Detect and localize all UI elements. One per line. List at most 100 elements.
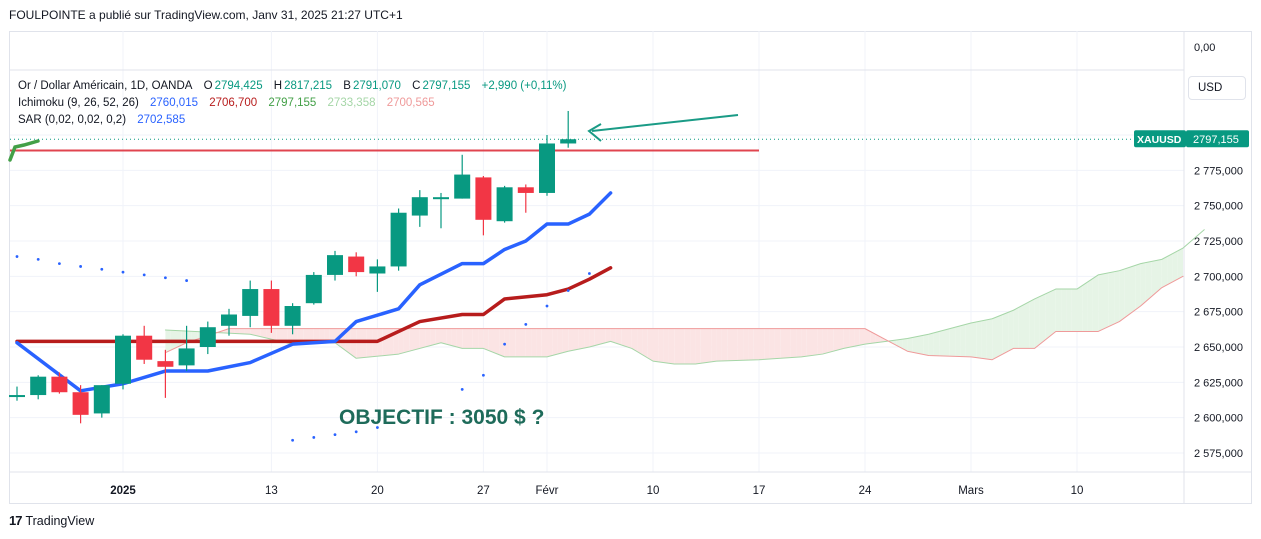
cloud-segment bbox=[419, 328, 426, 349]
candle-body bbox=[263, 289, 280, 326]
candles bbox=[9, 110, 577, 424]
chart-frame[interactable] bbox=[9, 31, 1252, 504]
cloud-segment bbox=[573, 328, 579, 351]
price-tick-label: 2 700,000 bbox=[1194, 271, 1243, 283]
candle-body bbox=[517, 187, 534, 193]
sar-dot bbox=[164, 276, 167, 280]
legend-b-label: B bbox=[343, 80, 351, 92]
sar-dot bbox=[588, 272, 591, 275]
cloud-segment bbox=[1055, 289, 1062, 332]
cloud-segment bbox=[472, 328, 479, 349]
candle-body bbox=[157, 361, 174, 367]
time-tick-label: Mars bbox=[958, 485, 984, 497]
cloud-segment bbox=[1024, 301, 1030, 349]
cloud-segment bbox=[833, 328, 839, 352]
cloud-segment bbox=[244, 328, 251, 335]
cloud-segment bbox=[483, 328, 489, 351]
cloud-segment bbox=[774, 328, 781, 359]
cloud-segment bbox=[621, 328, 627, 347]
cloud-segment bbox=[350, 328, 357, 359]
cloud-segment bbox=[907, 337, 913, 353]
cloud-segment bbox=[1050, 289, 1056, 336]
cloud-segment bbox=[785, 328, 791, 358]
cloud-segment bbox=[446, 328, 452, 346]
price-tick-label: 2 650,000 bbox=[1194, 342, 1243, 354]
cloud-segment bbox=[976, 320, 982, 359]
cloud-segment bbox=[1140, 262, 1146, 307]
price-tag-label: 2797,155 bbox=[1193, 134, 1239, 146]
candle-body bbox=[348, 256, 365, 273]
cloud-segment bbox=[324, 328, 330, 344]
cloud-segment bbox=[329, 328, 335, 343]
time-tick-label: 20 bbox=[371, 485, 384, 497]
cloud-segment bbox=[870, 331, 876, 344]
cloud-segment bbox=[971, 321, 977, 358]
legend-sar: SAR (0,02, 0,02, 0,2) 2702,585 bbox=[18, 112, 187, 128]
legend-kijun-value: 2706,700 bbox=[209, 97, 258, 109]
price-tag-box bbox=[1186, 130, 1249, 148]
sar-dot bbox=[354, 430, 358, 434]
cloud-segment bbox=[1066, 289, 1072, 332]
cloud-segment bbox=[711, 328, 717, 362]
time-tick-label: Févr bbox=[536, 485, 559, 497]
cloud-segment bbox=[594, 328, 600, 346]
legend-h-label: H bbox=[273, 80, 283, 92]
sar-dot bbox=[291, 438, 294, 442]
price-tick-label: 2 675,000 bbox=[1194, 307, 1243, 319]
cloud-segment bbox=[191, 331, 198, 341]
cloud-segment bbox=[1156, 259, 1162, 293]
cloud-segment bbox=[647, 328, 653, 362]
cloud-segment bbox=[679, 328, 685, 364]
time-tick-label: 17 bbox=[753, 485, 766, 497]
cloud-segment bbox=[631, 328, 638, 352]
arrow-icon bbox=[591, 114, 739, 132]
chikou-span-line bbox=[8, 139, 40, 162]
cloud-segment bbox=[562, 328, 569, 353]
cloud-segment bbox=[827, 328, 834, 353]
cloud-segment bbox=[1124, 267, 1130, 318]
senkou-span-b-line bbox=[164, 275, 1184, 361]
cloud-segment bbox=[668, 328, 675, 364]
cloud-segment bbox=[509, 328, 516, 357]
time-tick-label: 10 bbox=[1071, 485, 1084, 497]
candle-body bbox=[284, 306, 301, 326]
legend-c-label: C bbox=[412, 80, 421, 92]
cloud-segment bbox=[721, 328, 728, 361]
cloud-segment bbox=[1108, 271, 1115, 327]
tradingview-logo-icon: 17 bbox=[9, 513, 23, 528]
cloud-segment bbox=[753, 328, 759, 360]
cloud-segment bbox=[1145, 261, 1152, 302]
cloud-segment bbox=[1161, 256, 1168, 288]
time-tick-label: 10 bbox=[647, 485, 660, 497]
candle-body bbox=[9, 395, 25, 398]
symbol-tag-label: XAUUSD bbox=[1137, 134, 1182, 146]
cloud-segment bbox=[806, 328, 812, 357]
price-tick-label: 2 600,000 bbox=[1194, 413, 1243, 425]
grid bbox=[10, 31, 1251, 503]
sar-dot bbox=[503, 342, 506, 346]
tradingview-brand[interactable]: 17 TradingView bbox=[9, 513, 94, 528]
cloud-segment bbox=[451, 328, 457, 347]
cloud-segment bbox=[960, 324, 966, 357]
cloud-segment bbox=[700, 328, 706, 364]
cloud-segment bbox=[462, 328, 468, 349]
cloud-segment bbox=[1167, 253, 1173, 285]
currency-button[interactable]: USD bbox=[1188, 76, 1246, 100]
cloud-segment bbox=[361, 328, 367, 358]
cloud-segment bbox=[1029, 298, 1035, 349]
cloud-segment bbox=[536, 328, 542, 357]
candle-body bbox=[30, 376, 47, 396]
cloud-segment bbox=[859, 328, 865, 346]
cloud-segment bbox=[176, 330, 182, 348]
cloud-segment bbox=[790, 328, 797, 358]
cloud-segment bbox=[1077, 285, 1083, 332]
cloud-segment bbox=[1087, 278, 1093, 332]
cloud-segment bbox=[250, 328, 256, 336]
cloud-segment bbox=[902, 338, 908, 352]
sar-dot bbox=[482, 373, 485, 377]
cloud-segment bbox=[1177, 248, 1183, 280]
cloud-segment bbox=[478, 328, 484, 349]
sar-dot bbox=[15, 255, 19, 258]
cloud-segment bbox=[748, 328, 754, 361]
